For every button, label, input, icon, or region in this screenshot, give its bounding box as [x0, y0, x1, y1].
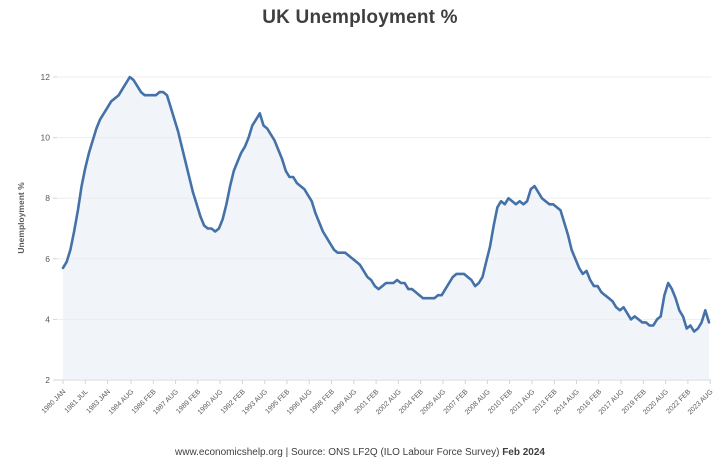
y-tick-label: 12 [41, 72, 51, 82]
y-tick-label: 6 [45, 254, 50, 264]
x-tick-label: 1980 JAN [41, 388, 68, 415]
y-tick-label: 2 [45, 375, 50, 385]
y-tick-label: 8 [45, 193, 50, 203]
series-line [61, 75, 711, 333]
y-axis-title: Unemployment % [16, 182, 26, 254]
footer-source-text: www.economicshelp.org | Source: ONS LF2Q… [175, 447, 500, 458]
footer: www.economicshelp.org | Source: ONS LF2Q… [0, 447, 720, 458]
footer-date: Feb 2024 [502, 447, 545, 458]
y-tick-label: 4 [45, 314, 50, 324]
chart-title: UK Unemployment % [262, 7, 458, 28]
series-area [63, 77, 709, 380]
chart-area: 2 4 6 8 10 12 1980 JAN 1981 JUL 1983 JAN 1984 AUG… [0, 36, 720, 438]
y-tick-label: 10 [41, 133, 51, 143]
